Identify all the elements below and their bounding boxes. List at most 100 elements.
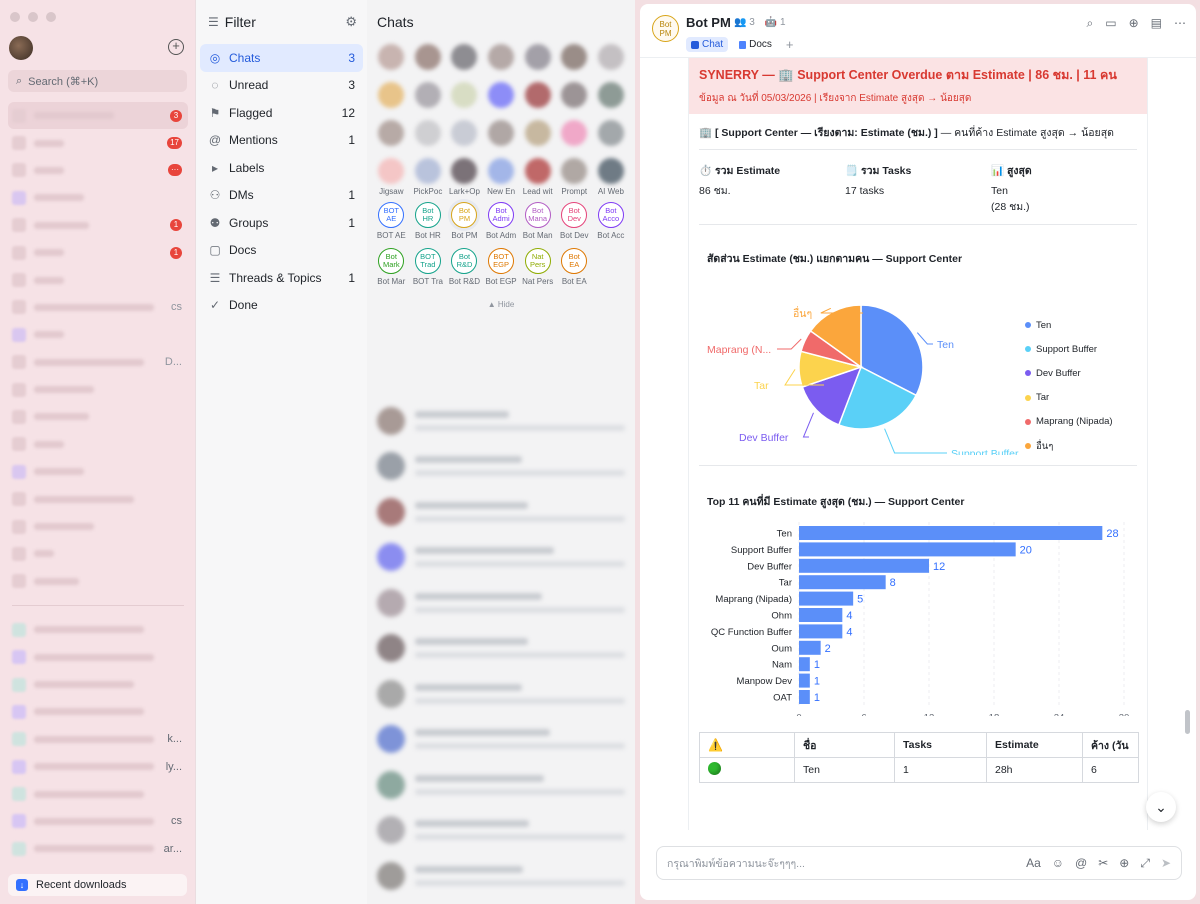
rail-item[interactable]: ar... <box>8 835 188 862</box>
scrollbar[interactable] <box>1185 710 1190 734</box>
rail-item[interactable]: 3 <box>8 102 188 129</box>
bot-avatar-bot-egp[interactable]: BOT EGP Bot EGP <box>483 248 520 294</box>
bar[interactable] <box>799 575 886 589</box>
blurred-avatar[interactable] <box>451 44 477 70</box>
blurred-avatar[interactable] <box>378 82 404 108</box>
add-member-icon[interactable]: ⊕ <box>1129 16 1139 31</box>
blurred-avatar[interactable] <box>378 158 404 184</box>
blurred-avatar[interactable] <box>415 82 441 108</box>
filter-item-threads-topics[interactable]: ☰ Threads & Topics 1 <box>200 264 363 292</box>
rail-item[interactable]: ··· <box>8 157 188 184</box>
chat-meta[interactable]: 👥 3 🤖 1 <box>734 17 786 28</box>
calendar-icon[interactable]: ▤ <box>1151 16 1162 31</box>
rail-item[interactable]: 1 <box>8 212 188 239</box>
rail-item[interactable]: 17 <box>8 129 188 156</box>
rail-item[interactable]: 1 <box>8 239 188 266</box>
rail-item[interactable] <box>8 458 188 485</box>
bots-count[interactable]: 🤖 1 <box>765 17 786 28</box>
send-icon[interactable]: ➤ <box>1161 856 1171 870</box>
filter-item-unread[interactable]: ◌ Unread 3 <box>200 72 363 100</box>
scroll-down-button[interactable]: ⌄ <box>1146 792 1176 822</box>
blurred-avatar[interactable] <box>451 158 477 184</box>
blurred-avatar[interactable] <box>598 44 624 70</box>
filter-item-chats[interactable]: ◎ Chats 3 <box>200 44 363 72</box>
blurred-avatar[interactable] <box>488 44 514 70</box>
bot-avatar-bot-dev[interactable]: Bot Dev Bot Dev <box>556 202 593 248</box>
blurred-avatar[interactable] <box>451 82 477 108</box>
bar[interactable] <box>799 657 810 671</box>
rail-item[interactable] <box>8 376 188 403</box>
blurred-avatar[interactable] <box>598 120 624 146</box>
gear-icon[interactable]: ⚙ <box>345 14 357 30</box>
more-icon[interactable]: ⋯ <box>1174 16 1186 31</box>
tab-docs[interactable]: Docs <box>734 37 777 52</box>
blurred-avatar[interactable] <box>525 120 551 146</box>
rail-item[interactable] <box>8 431 188 458</box>
search-icon[interactable]: ⌕ <box>1087 16 1094 31</box>
conversation-item[interactable] <box>367 717 635 763</box>
blurred-avatar[interactable] <box>415 120 441 146</box>
legend-item[interactable]: อื่นๆ <box>1025 434 1113 458</box>
conversation-item[interactable] <box>367 671 635 717</box>
blurred-avatar[interactable] <box>378 120 404 146</box>
chat-title[interactable]: Bot PM <box>686 15 731 30</box>
mention-icon[interactable]: @ <box>1075 856 1087 870</box>
legend-item[interactable]: Tar <box>1025 386 1113 410</box>
bot-avatar-bot-adm[interactable]: Bot Admi Bot Adm <box>483 202 520 248</box>
recent-downloads-button[interactable]: ↓ Recent downloads <box>8 874 187 896</box>
filter-item-labels[interactable]: ▸ Labels <box>200 154 363 182</box>
bot-pm-avatar[interactable]: Bot PM <box>652 15 679 42</box>
rail-item[interactable] <box>8 485 188 512</box>
conversation-item[interactable] <box>367 535 635 581</box>
rail-item[interactable] <box>8 616 188 643</box>
bar[interactable] <box>799 690 810 704</box>
bar[interactable] <box>799 542 1016 556</box>
blurred-avatar[interactable] <box>525 44 551 70</box>
tab-chat[interactable]: Chat <box>686 37 728 52</box>
blurred-avatar[interactable] <box>378 44 404 70</box>
conversation-item[interactable] <box>367 762 635 808</box>
minimize-dot[interactable] <box>28 12 38 22</box>
scissors-icon[interactable]: ✂ <box>1098 856 1108 870</box>
bot-avatar-bot-r-d[interactable]: Bot R&D Bot R&D <box>446 248 483 294</box>
conversation-item[interactable] <box>367 626 635 672</box>
filter-item-done[interactable]: ✓ Done <box>200 292 363 320</box>
bot-avatar-bot-hr[interactable]: Bot HR Bot HR <box>410 202 447 248</box>
blurred-avatar[interactable] <box>415 44 441 70</box>
bar[interactable] <box>799 624 842 638</box>
bot-avatar-bot-ae[interactable]: BOT AE BOT AE <box>373 202 410 248</box>
conversation-item[interactable] <box>367 580 635 626</box>
blurred-avatar[interactable] <box>451 120 477 146</box>
rail-item[interactable] <box>8 568 188 595</box>
bar[interactable] <box>799 592 853 606</box>
bot-avatar-bot-mar[interactable]: Bot Mark Bot Mar <box>373 248 410 294</box>
rail-item[interactable] <box>8 513 188 540</box>
rail-item[interactable]: cs <box>8 808 188 835</box>
blurred-avatar[interactable] <box>525 82 551 108</box>
blurred-avatar[interactable] <box>561 158 587 184</box>
rail-item[interactable] <box>8 266 188 293</box>
filter-item-flagged[interactable]: ⚑ Flagged 12 <box>200 99 363 127</box>
rail-item[interactable] <box>8 321 188 348</box>
blurred-avatar[interactable] <box>488 120 514 146</box>
bar[interactable] <box>799 608 842 622</box>
bot-avatar-bot-ea[interactable]: Bot EA Bot EA <box>556 248 593 294</box>
legend-item[interactable]: Dev Buffer <box>1025 361 1113 385</box>
bot-avatar-bot-man[interactable]: Bot Mana Bot Man <box>519 202 556 248</box>
message-composer[interactable]: กรุณาพิมพ์ข้อความนะจ๊ะๆๆๆ... Aa ☺ @ ✂ ⊕ … <box>656 846 1182 880</box>
close-dot[interactable] <box>10 12 20 22</box>
zoom-dot[interactable] <box>46 12 56 22</box>
rail-item[interactable]: cs <box>8 294 188 321</box>
filter-item-dms[interactable]: ⚇ DMs 1 <box>200 182 363 210</box>
bot-avatar-bot-acc[interactable]: Bot Acco Bot Acc <box>593 202 630 248</box>
bar[interactable] <box>799 526 1102 540</box>
blurred-avatar[interactable] <box>598 82 624 108</box>
conversation-item[interactable] <box>367 808 635 854</box>
bot-avatar-bot-pm[interactable]: Bot PM Bot PM <box>446 202 483 248</box>
rail-item[interactable]: ly... <box>8 753 188 780</box>
add-icon[interactable]: + <box>168 39 184 55</box>
message-input[interactable]: กรุณาพิมพ์ข้อความนะจ๊ะๆๆๆ... <box>667 855 1015 872</box>
bot-avatar-nat-pers[interactable]: Nat Pers Nat Pers <box>519 248 556 294</box>
rail-item[interactable] <box>8 780 188 807</box>
members-count[interactable]: 👥 3 <box>734 17 755 28</box>
